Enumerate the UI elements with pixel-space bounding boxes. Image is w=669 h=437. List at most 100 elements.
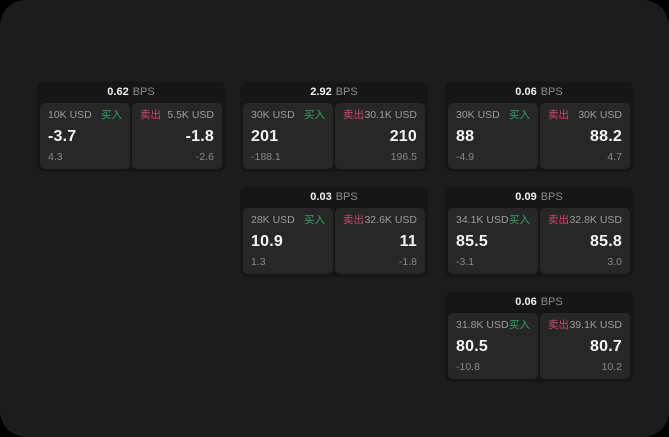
bps-value: 0.09	[515, 191, 537, 203]
sell-side-label: 卖出	[343, 109, 364, 121]
bps-value: 0.06	[515, 296, 537, 308]
quote-card: 0.09 BPS 34.1K USD 买入 85.5 -3.1 卖出 32.8K…	[445, 187, 633, 277]
sell-delta: -2.6	[195, 151, 214, 163]
quote-card: 0.06 BPS 30K USD 买入 88 -4.9 卖出 30K USD 8…	[445, 82, 633, 172]
buy-amount: 31.8K USD	[456, 319, 509, 331]
buy-sell-panels: 31.8K USD 买入 80.5 -10.8 卖出 39.1K USD 80.…	[448, 313, 630, 379]
buy-side-label: 买入	[101, 109, 122, 121]
buy-side-label: 买入	[304, 214, 325, 226]
sell-delta: 3.0	[607, 256, 622, 268]
buy-side-label: 买入	[509, 319, 530, 331]
bps-unit-label: BPS	[540, 296, 563, 308]
sell-panel[interactable]: 卖出 30K USD 88.2 4.7	[540, 103, 630, 169]
buy-panel[interactable]: 30K USD 买入 201 -188.1	[243, 103, 333, 169]
quote-card: 0.06 BPS 31.8K USD 买入 80.5 -10.8 卖出 39.1…	[445, 292, 633, 382]
buy-price: 88	[456, 127, 475, 145]
sell-delta: 10.2	[601, 361, 622, 373]
sell-price: -1.8	[185, 127, 214, 145]
buy-price: 201	[251, 127, 279, 145]
buy-panel[interactable]: 10K USD 买入 -3.7 4.3	[40, 103, 130, 169]
buy-amount: 30K USD	[456, 109, 500, 121]
bps-header: 0.09 BPS	[448, 187, 630, 208]
sell-delta: -1.8	[398, 256, 417, 268]
sell-amount: 30.1K USD	[364, 109, 417, 121]
bps-header: 0.06 BPS	[448, 82, 630, 103]
sell-panel-top: 卖出 32.6K USD	[343, 214, 417, 227]
buy-panel-top: 30K USD 买入	[456, 109, 530, 122]
buy-panel-top: 30K USD 买入	[251, 109, 325, 122]
buy-sell-panels: 34.1K USD 买入 85.5 -3.1 卖出 32.8K USD 85.8…	[448, 208, 630, 274]
quote-card: 2.92 BPS 30K USD 买入 201 -188.1 卖出 30.1K …	[240, 82, 428, 172]
sell-price: 80.7	[590, 337, 622, 355]
sell-amount: 32.6K USD	[364, 214, 417, 226]
buy-amount: 28K USD	[251, 214, 295, 226]
sell-side-label: 卖出	[548, 319, 569, 331]
buy-panel-top: 10K USD 买入	[48, 109, 122, 122]
buy-delta: -4.9	[456, 151, 475, 163]
sell-panel-top: 卖出 5.5K USD	[140, 109, 214, 122]
bps-unit-label: BPS	[540, 86, 563, 98]
bps-header: 0.03 BPS	[243, 187, 425, 208]
buy-sell-panels: 30K USD 买入 201 -188.1 卖出 30.1K USD 210 1…	[243, 103, 425, 169]
buy-sell-panels: 10K USD 买入 -3.7 4.3 卖出 5.5K USD -1.8 -2.…	[40, 103, 222, 169]
sell-price: 88.2	[590, 127, 622, 145]
bps-header: 2.92 BPS	[243, 82, 425, 103]
sell-side-label: 卖出	[140, 109, 161, 121]
buy-sell-panels: 28K USD 买入 10.9 1.3 卖出 32.6K USD 11 -1.8	[243, 208, 425, 274]
bps-value: 0.03	[310, 191, 332, 203]
buy-panel-top: 31.8K USD 买入	[456, 319, 530, 332]
sell-panel-top: 卖出 30K USD	[548, 109, 622, 122]
sell-amount: 30K USD	[578, 109, 622, 121]
bps-unit-label: BPS	[335, 86, 358, 98]
sell-delta: 4.7	[607, 151, 622, 163]
buy-side-label: 买入	[509, 214, 530, 226]
bps-unit-label: BPS	[335, 191, 358, 203]
sell-panel-top: 卖出 32.8K USD	[548, 214, 622, 227]
buy-panel[interactable]: 34.1K USD 买入 85.5 -3.1	[448, 208, 538, 274]
sell-side-label: 卖出	[343, 214, 364, 226]
quote-card: 0.03 BPS 28K USD 买入 10.9 1.3 卖出 32.6K US…	[240, 187, 428, 277]
sell-amount: 5.5K USD	[167, 109, 214, 121]
buy-panel-top: 28K USD 买入	[251, 214, 325, 227]
sell-side-label: 卖出	[548, 109, 569, 121]
bps-unit-label: BPS	[540, 191, 563, 203]
buy-amount: 30K USD	[251, 109, 295, 121]
sell-side-label: 卖出	[548, 214, 569, 226]
buy-price: 80.5	[456, 337, 488, 355]
bps-header: 0.06 BPS	[448, 292, 630, 313]
buy-delta: -3.1	[456, 256, 475, 268]
sell-panel[interactable]: 卖出 32.6K USD 11 -1.8	[335, 208, 425, 274]
bps-header: 0.62 BPS	[40, 82, 222, 103]
sell-panel-top: 卖出 39.1K USD	[548, 319, 622, 332]
buy-side-label: 买入	[509, 109, 530, 121]
sell-panel[interactable]: 卖出 30.1K USD 210 196.5	[335, 103, 425, 169]
sell-panel[interactable]: 卖出 39.1K USD 80.7 10.2	[540, 313, 630, 379]
buy-amount: 34.1K USD	[456, 214, 509, 226]
bps-unit-label: BPS	[132, 86, 155, 98]
buy-panel[interactable]: 28K USD 买入 10.9 1.3	[243, 208, 333, 274]
bps-value: 2.92	[310, 86, 332, 98]
bps-value: 0.62	[107, 86, 129, 98]
sell-price: 85.8	[590, 232, 622, 250]
buy-delta: 1.3	[251, 256, 266, 268]
bps-value: 0.06	[515, 86, 537, 98]
buy-amount: 10K USD	[48, 109, 92, 121]
sell-price: 11	[399, 232, 417, 250]
quote-card: 0.62 BPS 10K USD 买入 -3.7 4.3 卖出 5.5K USD…	[37, 82, 225, 172]
sell-delta: 196.5	[390, 151, 417, 163]
buy-panel[interactable]: 31.8K USD 买入 80.5 -10.8	[448, 313, 538, 379]
sell-panel[interactable]: 卖出 32.8K USD 85.8 3.0	[540, 208, 630, 274]
buy-price: -3.7	[48, 127, 77, 145]
buy-side-label: 买入	[304, 109, 325, 121]
sell-panel[interactable]: 卖出 5.5K USD -1.8 -2.6	[132, 103, 222, 169]
buy-price: 85.5	[456, 232, 488, 250]
sell-amount: 39.1K USD	[569, 319, 622, 331]
buy-price: 10.9	[251, 232, 283, 250]
sell-amount: 32.8K USD	[569, 214, 622, 226]
buy-sell-panels: 30K USD 买入 88 -4.9 卖出 30K USD 88.2 4.7	[448, 103, 630, 169]
buy-panel-top: 34.1K USD 买入	[456, 214, 530, 227]
sell-panel-top: 卖出 30.1K USD	[343, 109, 417, 122]
buy-panel[interactable]: 30K USD 买入 88 -4.9	[448, 103, 538, 169]
buy-delta: 4.3	[48, 151, 63, 163]
